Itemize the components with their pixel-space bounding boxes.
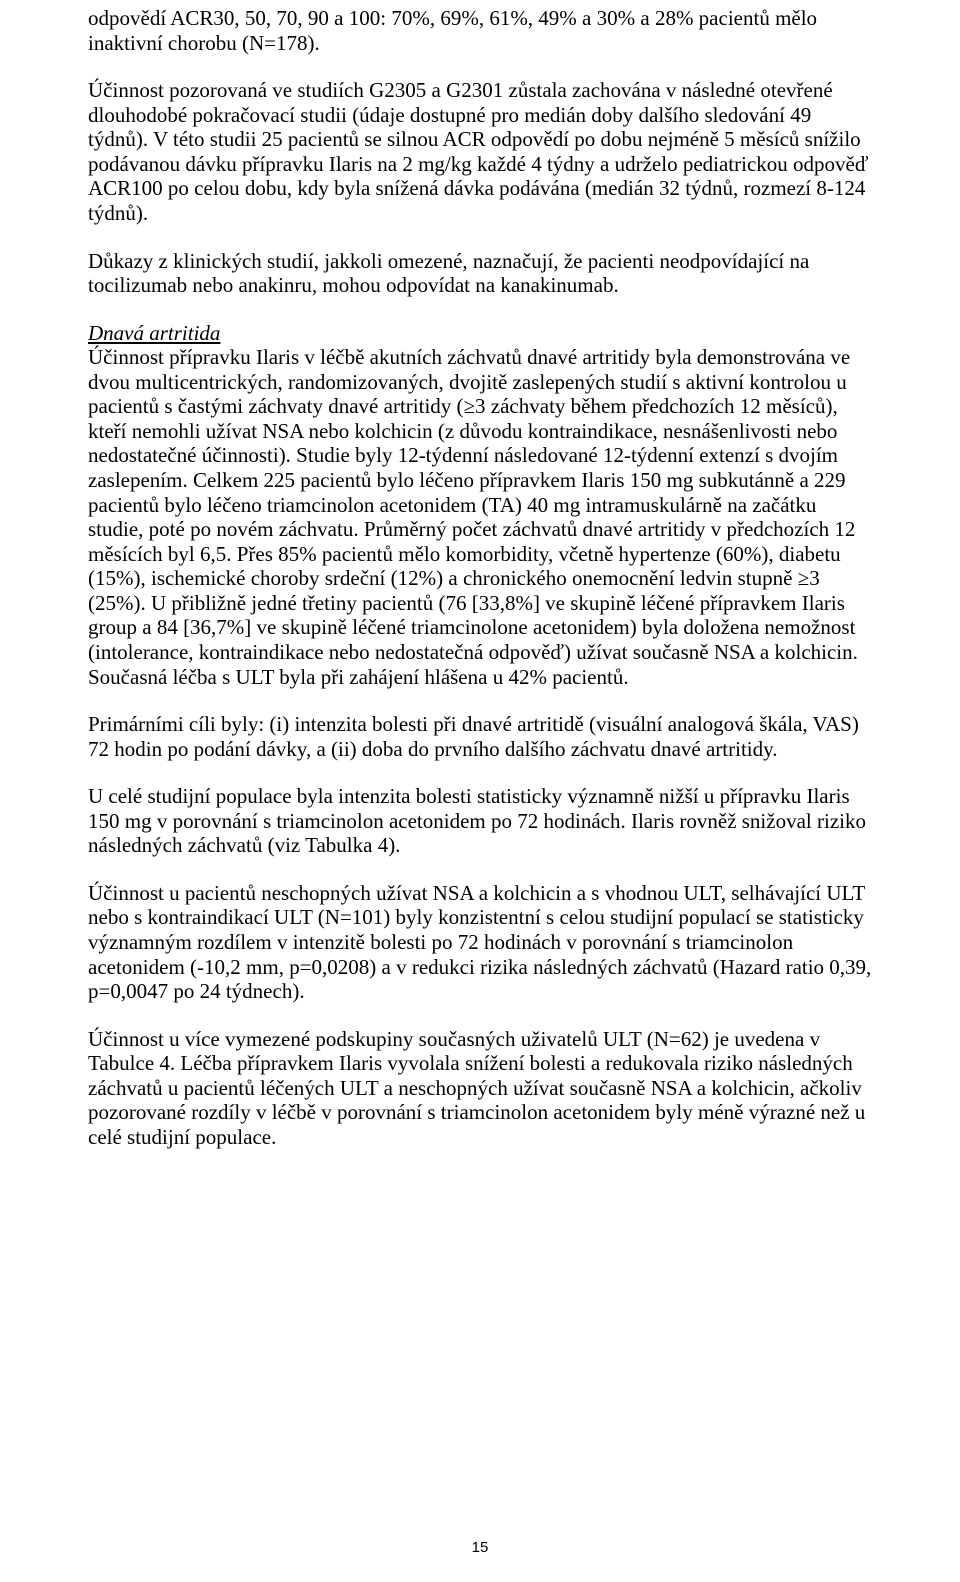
- paragraph-1: odpovědí ACR30, 50, 70, 90 a 100: 70%, 6…: [88, 6, 875, 55]
- document-page: odpovědí ACR30, 50, 70, 90 a 100: 70%, 6…: [0, 0, 960, 1582]
- paragraph-5: Primárními cíli byly: (i) intenzita bole…: [88, 712, 875, 761]
- paragraph-8: Účinnost u více vymezené podskupiny souč…: [88, 1027, 875, 1150]
- section-heading-gouty-arthritis: Dnavá artritida: [88, 321, 220, 345]
- paragraph-6: U celé studijní populace byla intenzita …: [88, 784, 875, 858]
- paragraph-4-body: Účinnost přípravku Ilaris v léčbě akutní…: [88, 345, 858, 688]
- page-number: 15: [0, 1539, 960, 1556]
- paragraph-3: Důkazy z klinických studií, jakkoli omez…: [88, 249, 875, 298]
- paragraph-7: Účinnost u pacientů neschopných užívat N…: [88, 881, 875, 1004]
- paragraph-2: Účinnost pozorovaná ve studiích G2305 a …: [88, 78, 875, 225]
- paragraph-4: Dnavá artritida Účinnost přípravku Ilari…: [88, 321, 875, 689]
